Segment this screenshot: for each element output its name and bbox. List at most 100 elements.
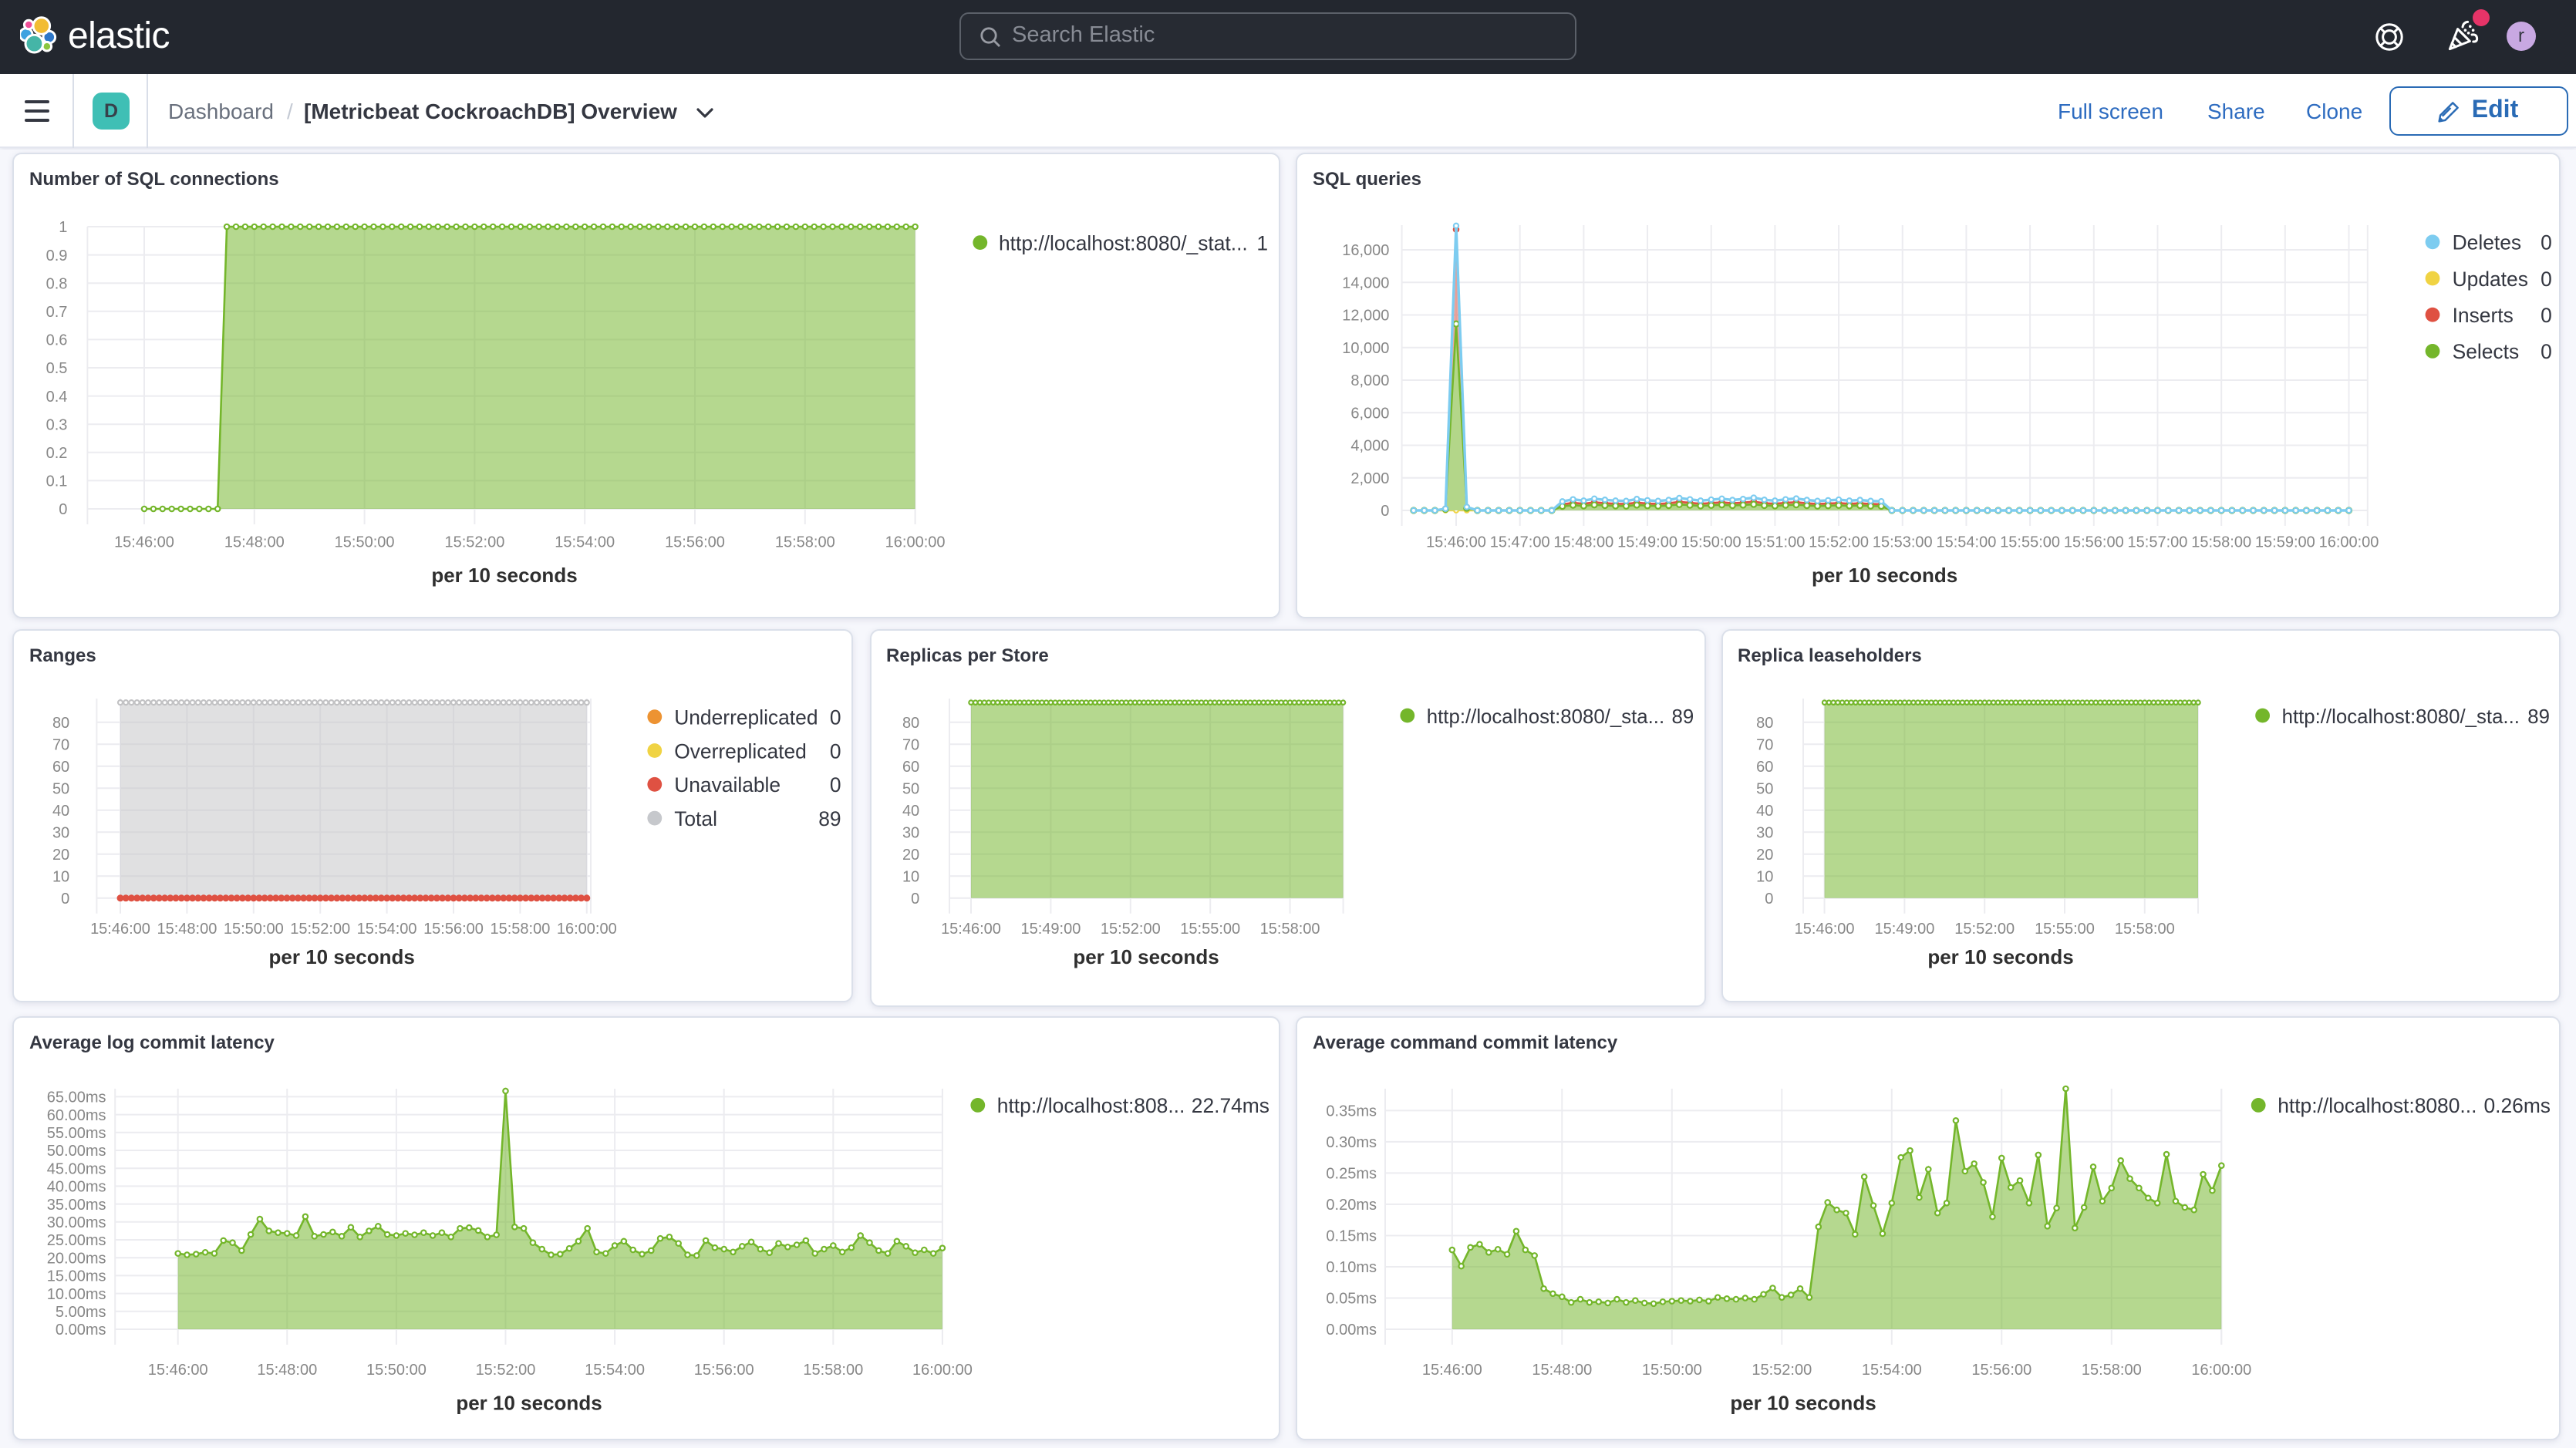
svg-text:30: 30: [902, 824, 919, 841]
svg-text:per 10 seconds: per 10 seconds: [1072, 945, 1218, 968]
svg-text:15:48:00: 15:48:00: [1553, 534, 1613, 551]
svg-text:per 10 seconds: per 10 seconds: [431, 564, 577, 587]
svg-text:0.00ms: 0.00ms: [56, 1321, 106, 1338]
svg-text:1: 1: [1256, 231, 1268, 254]
svg-text:15:53:00: 15:53:00: [1873, 534, 1933, 551]
svg-text:per 10 seconds: per 10 seconds: [1812, 564, 1957, 587]
svg-text:16:00:00: 16:00:00: [557, 920, 617, 937]
svg-text:15:49:00: 15:49:00: [1873, 920, 1934, 937]
svg-text:15:50:00: 15:50:00: [1681, 534, 1741, 551]
svg-text:50.00ms: 50.00ms: [47, 1142, 106, 1159]
svg-text:20: 20: [902, 846, 919, 863]
svg-text:15:50:00: 15:50:00: [1642, 1361, 1702, 1378]
svg-text:Total: Total: [674, 807, 717, 830]
svg-text:35.00ms: 35.00ms: [47, 1196, 106, 1213]
svg-text:15:50:00: 15:50:00: [335, 534, 395, 551]
svg-text:0.15ms: 0.15ms: [1326, 1227, 1377, 1244]
svg-text:0.3: 0.3: [46, 416, 68, 433]
svg-text:89: 89: [2527, 705, 2549, 727]
svg-text:15:58:00: 15:58:00: [2114, 920, 2174, 937]
svg-text:15:54:00: 15:54:00: [1937, 534, 1997, 551]
svg-text:15:55:00: 15:55:00: [2034, 920, 2094, 937]
svg-text:15:56:00: 15:56:00: [665, 534, 725, 551]
svg-text:15:46:00: 15:46:00: [90, 920, 150, 937]
svg-text:0: 0: [1764, 890, 1772, 907]
svg-text:89: 89: [818, 807, 841, 830]
svg-text:per 10 seconds: per 10 seconds: [269, 945, 415, 968]
svg-text:15:49:00: 15:49:00: [1617, 534, 1677, 551]
svg-text:30: 30: [52, 824, 69, 841]
svg-text:0: 0: [910, 890, 919, 907]
svg-text:14,000: 14,000: [1342, 274, 1389, 291]
svg-text:15:47:00: 15:47:00: [1490, 534, 1550, 551]
svg-text:50: 50: [52, 780, 69, 797]
svg-text:0.5: 0.5: [46, 360, 68, 377]
svg-text:80: 80: [902, 714, 919, 731]
svg-text:15:48:00: 15:48:00: [157, 920, 217, 937]
svg-text:40.00ms: 40.00ms: [47, 1178, 106, 1195]
svg-text:6,000: 6,000: [1350, 405, 1389, 422]
svg-text:15:46:00: 15:46:00: [940, 920, 1000, 937]
svg-text:16:00:00: 16:00:00: [885, 534, 946, 551]
svg-text:20: 20: [1755, 846, 1772, 863]
svg-text:15:46:00: 15:46:00: [1422, 1361, 1482, 1378]
svg-text:16:00:00: 16:00:00: [2319, 534, 2379, 551]
svg-text:16:00:00: 16:00:00: [2191, 1361, 2251, 1378]
svg-text:0.4: 0.4: [46, 389, 68, 406]
svg-text:15:58:00: 15:58:00: [2191, 534, 2251, 551]
svg-text:10: 10: [52, 868, 69, 885]
svg-text:10,000: 10,000: [1342, 340, 1389, 357]
svg-text:40: 40: [52, 802, 69, 819]
svg-text:Unavailable: Unavailable: [674, 773, 781, 796]
svg-text:0.26ms: 0.26ms: [2483, 1093, 2551, 1116]
svg-text:http://localhost:8080/_sta...: http://localhost:8080/_sta...: [1426, 705, 1664, 727]
svg-text:15:52:00: 15:52:00: [1954, 920, 2014, 937]
svg-text:0: 0: [830, 705, 841, 729]
svg-text:Updates: Updates: [2453, 268, 2528, 291]
svg-text:15:56:00: 15:56:00: [423, 920, 484, 937]
svg-text:15:56:00: 15:56:00: [2064, 534, 2124, 551]
svg-text:15:54:00: 15:54:00: [1862, 1361, 1922, 1378]
svg-text:15:52:00: 15:52:00: [1752, 1361, 1812, 1378]
svg-text:15:49:00: 15:49:00: [1020, 920, 1080, 937]
svg-text:0.20ms: 0.20ms: [1326, 1196, 1377, 1213]
svg-text:15:50:00: 15:50:00: [224, 920, 284, 937]
svg-text:20.00ms: 20.00ms: [47, 1249, 106, 1266]
svg-text:89: 89: [1671, 705, 1693, 727]
svg-text:Inserts: Inserts: [2453, 304, 2514, 327]
svg-text:10: 10: [902, 868, 919, 885]
svg-text:15:52:00: 15:52:00: [444, 534, 504, 551]
svg-text:15:52:00: 15:52:00: [1809, 534, 1869, 551]
svg-text:4,000: 4,000: [1350, 438, 1389, 455]
svg-text:65.00ms: 65.00ms: [47, 1089, 106, 1106]
svg-text:22.74ms: 22.74ms: [1192, 1093, 1269, 1116]
svg-text:16:00:00: 16:00:00: [912, 1361, 973, 1378]
svg-text:15:48:00: 15:48:00: [1532, 1361, 1592, 1378]
svg-text:0.2: 0.2: [46, 445, 68, 462]
svg-text:5.00ms: 5.00ms: [56, 1303, 106, 1320]
svg-text:12,000: 12,000: [1342, 308, 1389, 325]
svg-text:40: 40: [1755, 802, 1772, 819]
svg-text:http://localhost:8080/_stat...: http://localhost:8080/_stat...: [999, 231, 1248, 254]
svg-text:0: 0: [830, 773, 841, 796]
svg-text:30.00ms: 30.00ms: [47, 1214, 106, 1231]
svg-text:25.00ms: 25.00ms: [47, 1231, 106, 1248]
svg-text:15:52:00: 15:52:00: [476, 1361, 536, 1378]
svg-text:0: 0: [2541, 231, 2552, 254]
svg-text:50: 50: [1755, 780, 1772, 797]
svg-text:0.35ms: 0.35ms: [1326, 1103, 1377, 1120]
svg-text:15:46:00: 15:46:00: [1794, 920, 1854, 937]
svg-text:10.00ms: 10.00ms: [47, 1285, 106, 1302]
svg-text:60.00ms: 60.00ms: [47, 1106, 106, 1123]
svg-text:http://localhost:808...: http://localhost:808...: [997, 1093, 1185, 1116]
svg-text:15:55:00: 15:55:00: [2000, 534, 2060, 551]
svg-text:15:58:00: 15:58:00: [1259, 920, 1320, 937]
svg-text:15:51:00: 15:51:00: [1745, 534, 1805, 551]
svg-text:0: 0: [59, 501, 67, 518]
svg-text:0: 0: [1381, 503, 1389, 520]
svg-text:0.30ms: 0.30ms: [1326, 1133, 1377, 1150]
svg-text:15:46:00: 15:46:00: [148, 1361, 208, 1378]
svg-text:Selects: Selects: [2453, 340, 2520, 363]
svg-text:15:54:00: 15:54:00: [585, 1361, 645, 1378]
svg-text:20: 20: [52, 846, 69, 863]
